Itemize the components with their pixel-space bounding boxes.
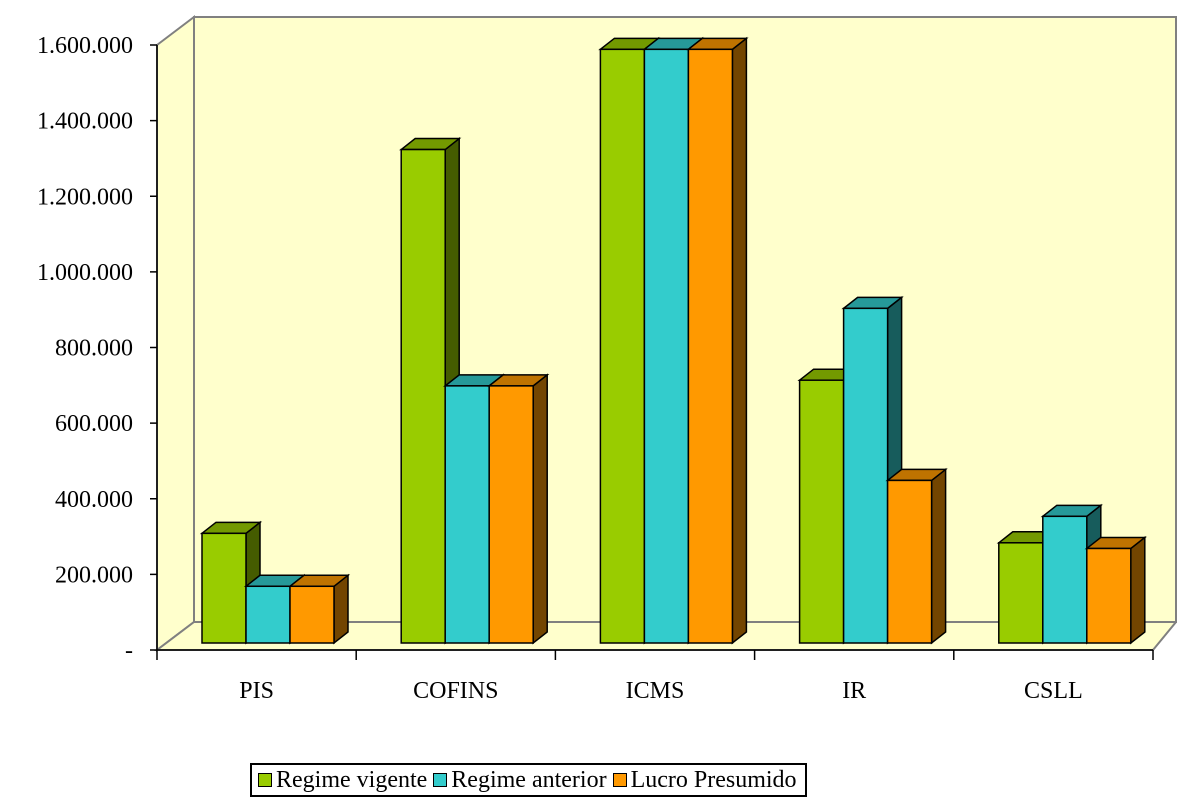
bar-chart: - 200.000 400.000 600.000 800.000 1.000.000 1.… <box>37 14 1177 704</box>
bar-side <box>532 373 548 645</box>
legend-swatch-lucro-presumido <box>612 773 627 787</box>
bar <box>400 148 446 644</box>
bar <box>444 385 490 644</box>
legend-label-regime-vigente: Regime vigente <box>276 767 428 793</box>
bar <box>998 542 1044 644</box>
x-category-label: COFINS <box>413 678 498 704</box>
y-tick-label: 1.000.000 <box>37 260 133 286</box>
bar <box>488 385 534 644</box>
bar <box>886 479 933 644</box>
bar <box>643 48 690 644</box>
y-tick-label: 1.600.000 <box>37 33 133 59</box>
legend-item-regime-vigente: Regime vigente <box>258 768 427 792</box>
bar-side <box>1130 535 1146 645</box>
y-tick-label: 200.000 <box>55 562 133 588</box>
y-tick-label: 800.000 <box>55 336 133 362</box>
bar <box>1086 547 1132 644</box>
bar <box>687 48 734 644</box>
bar <box>201 532 247 644</box>
y-tick-label: 1.400.000 <box>37 109 133 135</box>
y-tick-label: 1.200.000 <box>37 184 133 210</box>
legend: Regime vigente Regime anterior Lucro Pre… <box>250 763 807 797</box>
y-tick-label: 600.000 <box>55 411 133 437</box>
y-tick-label: 400.000 <box>55 487 133 513</box>
bar <box>245 585 291 644</box>
plot-side-wall <box>156 14 195 653</box>
legend-swatch-regime-anterior <box>433 773 448 787</box>
bar <box>289 585 335 644</box>
legend-swatch-regime-vigente <box>258 773 272 787</box>
legend-item-regime-anterior: Regime anterior <box>433 767 607 793</box>
bar-side <box>930 467 947 645</box>
bar-side <box>731 36 748 645</box>
bar <box>842 307 889 644</box>
bar <box>798 379 845 644</box>
bar <box>1042 515 1088 644</box>
bar <box>599 48 646 644</box>
x-category-label: IR <box>842 678 866 704</box>
legend-label-regime-anterior: Regime anterior <box>451 767 607 793</box>
legend-label-lucro-presumido: Lucro Presumido <box>630 767 797 793</box>
x-category-label: PIS <box>239 678 274 704</box>
y-tick-label: - <box>125 638 133 664</box>
x-category-label: ICMS <box>626 678 685 704</box>
legend-item-lucro-presumido: Lucro Presumido <box>612 767 797 793</box>
x-category-label: CSLL <box>1024 678 1083 704</box>
